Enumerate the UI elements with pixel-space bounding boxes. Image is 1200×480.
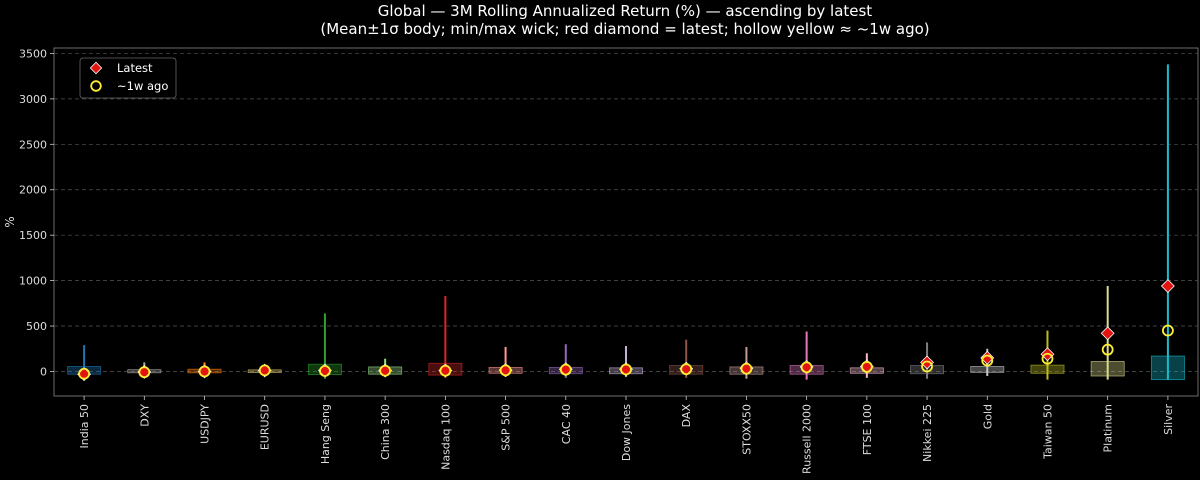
week-ago-marker — [620, 363, 632, 376]
y-tick-label: 3500 — [19, 47, 47, 60]
week-ago-marker — [921, 360, 933, 373]
week-ago-marker — [198, 365, 211, 378]
week-ago-marker — [1101, 343, 1114, 356]
body-box — [1150, 355, 1185, 381]
body-box — [1090, 361, 1125, 377]
chart-subtitle: (Mean±1σ body; min/max wick; red diamond… — [320, 20, 929, 38]
y-tick-label: 500 — [26, 320, 47, 333]
week-ago-marker — [740, 362, 753, 375]
x-tick-label: Gold — [981, 404, 994, 429]
x-tick-label: India 50 — [78, 404, 91, 449]
week-ago-marker — [981, 354, 994, 367]
x-tick-label: China 300 — [379, 404, 392, 460]
legend-week-ago-marker — [90, 80, 102, 92]
week-ago-marker — [559, 363, 572, 376]
latest-marker — [980, 350, 995, 365]
week-ago-marker — [439, 364, 452, 377]
legend-week-ago-label: ~1w ago — [117, 79, 168, 93]
x-tick-label: FTSE 100 — [861, 404, 874, 455]
legend-latest-label: Latest — [117, 61, 153, 75]
week-ago-marker — [1161, 324, 1174, 337]
latest-marker — [1100, 326, 1115, 341]
x-ticks: India 50 DXY USDJPY EURUSD Hang Seng China 30… — [78, 396, 1175, 474]
chart-title: Global — 3M Rolling Annualized Return (%… — [378, 2, 873, 20]
week-ago-marker — [258, 364, 271, 377]
legend: Latest ~1w ago — [79, 57, 177, 99]
legend-box — [79, 57, 177, 99]
y-tick-label: 0 — [40, 365, 47, 378]
x-tick-label: Nikkei 225 — [921, 404, 934, 462]
x-tick-label: Nasdaq 100 — [439, 404, 452, 470]
week-ago-marker — [319, 365, 331, 377]
x-tick-label: Platinum — [1102, 404, 1115, 452]
x-tick-label: DAX — [680, 404, 693, 428]
week-ago-marker — [78, 367, 91, 380]
week-ago-marker — [1041, 352, 1054, 365]
y-tick-label: 2500 — [19, 138, 47, 151]
week-ago-marker — [680, 363, 693, 376]
grid — [54, 53, 1198, 372]
x-tick-label: CAC 40 — [560, 404, 573, 444]
x-tick-label: STOXX50 — [740, 404, 753, 455]
y-axis-label: % — [3, 216, 17, 227]
legend-latest-marker — [89, 61, 103, 75]
y-tick-label: 1500 — [19, 229, 47, 242]
x-tick-label: USDJPY — [199, 404, 212, 444]
latest-marker — [1160, 279, 1175, 293]
x-tick-label: Hang Seng — [319, 404, 332, 464]
week-ago-marker — [138, 366, 151, 379]
chart-marks — [67, 64, 1185, 382]
week-ago-marker — [860, 361, 873, 373]
body-box — [1030, 364, 1065, 374]
x-tick-label: Silver — [1162, 404, 1175, 435]
latest-marker — [920, 355, 934, 370]
x-tick-label: Taiwan 50 — [1041, 404, 1054, 460]
x-tick-label: EURUSD — [259, 404, 272, 450]
week-ago-marker — [499, 364, 512, 377]
plot-frame — [53, 47, 1199, 397]
x-tick-label: DXY — [138, 404, 151, 427]
week-ago-marker — [379, 364, 392, 377]
y-ticks: 0 500 1000 1500 2000 2500 3000 3500 — [19, 47, 54, 378]
x-tick-label: S&P 500 — [500, 404, 513, 451]
body-box — [970, 366, 1005, 373]
x-tick-label: Russell 2000 — [801, 404, 814, 474]
x-tick-label: Dow Jones — [620, 404, 633, 461]
y-tick-label: 3000 — [19, 93, 47, 106]
y-tick-label: 1000 — [19, 275, 47, 288]
week-ago-marker — [800, 361, 813, 374]
y-tick-label: 2000 — [19, 184, 47, 197]
